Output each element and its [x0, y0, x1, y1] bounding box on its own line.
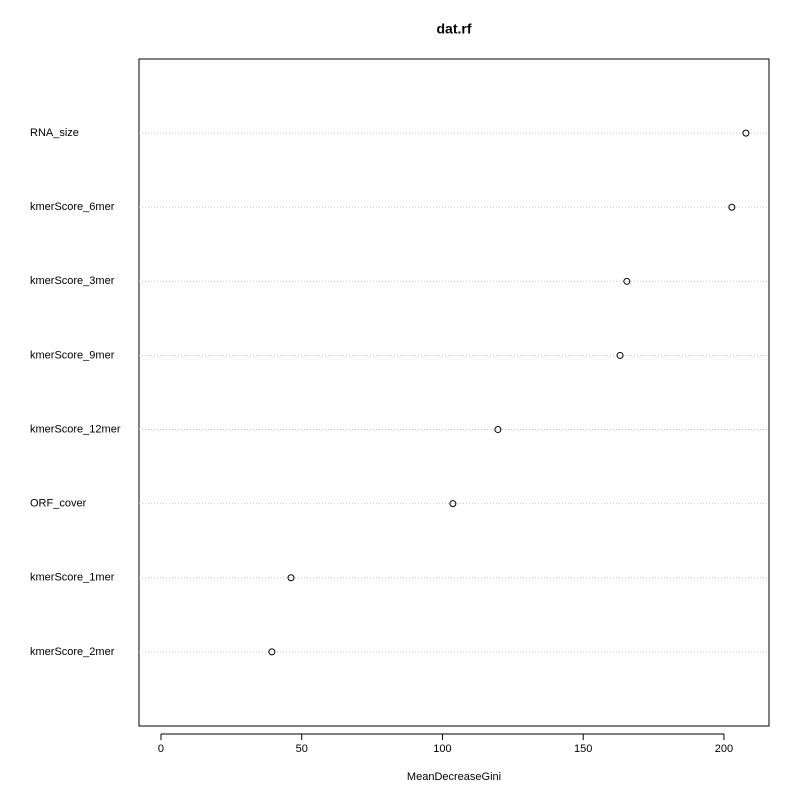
- x-axis-label: MeanDecreaseGini: [407, 771, 501, 783]
- x-tick-label: 200: [715, 743, 733, 755]
- x-tick-label: 50: [296, 743, 308, 755]
- x-tick-label: 150: [574, 743, 592, 755]
- y-category-label: kmerScore_12mer: [30, 423, 121, 435]
- dot: [728, 203, 736, 211]
- dot: [449, 500, 457, 508]
- dot: [287, 574, 295, 582]
- dot: [268, 648, 276, 656]
- y-category-label: kmerScore_3mer: [30, 275, 115, 287]
- x-tick-label: 0: [158, 743, 164, 755]
- dot: [494, 426, 502, 434]
- y-category-label: ORF_cover: [30, 498, 87, 510]
- x-tick-label: 100: [433, 743, 451, 755]
- dot: [742, 129, 750, 137]
- y-category-label: RNA_size: [30, 127, 79, 139]
- dot: [616, 351, 624, 359]
- y-category-label: kmerScore_9mer: [30, 349, 115, 361]
- chart-title: dat.rf: [437, 21, 472, 37]
- plot-frame: [138, 58, 770, 727]
- y-category-label: kmerScore_1mer: [30, 572, 115, 584]
- y-category-label: kmerScore_6mer: [30, 201, 115, 213]
- dot: [623, 277, 631, 285]
- y-category-label: kmerScore_2mer: [30, 646, 115, 658]
